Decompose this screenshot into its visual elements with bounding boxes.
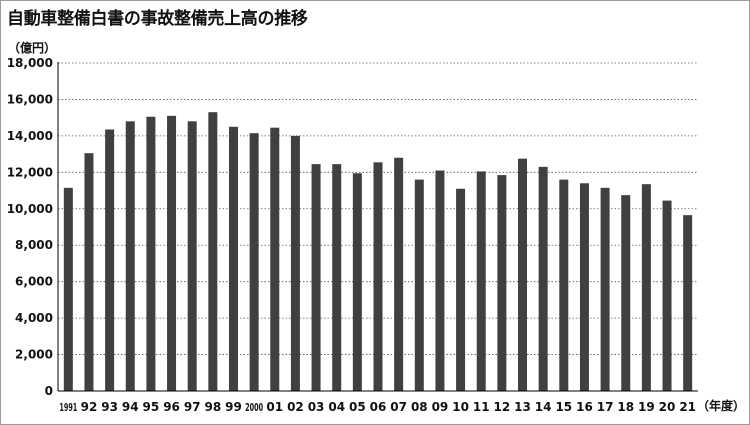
- x-tick-label: 13: [514, 400, 531, 414]
- x-tick-label: 94: [122, 400, 139, 414]
- bar-92: [84, 153, 94, 391]
- x-tick-label: 20: [659, 400, 676, 414]
- bar-99: [228, 126, 238, 392]
- x-tick-label: 18: [617, 400, 634, 414]
- bar-08: [414, 179, 424, 391]
- x-tick-label: 11: [473, 400, 490, 414]
- x-tick-label: 07: [390, 400, 407, 414]
- bar-11: [476, 171, 486, 391]
- bar-06: [373, 162, 383, 391]
- y-tick-label: 4,000: [15, 311, 53, 325]
- x-tick-label: 97: [184, 400, 201, 414]
- bar-15: [559, 179, 569, 391]
- bar-1991: [63, 187, 73, 391]
- bar-98: [208, 112, 218, 391]
- bar-07: [394, 157, 404, 391]
- bars: [63, 112, 693, 392]
- bar-04: [332, 164, 342, 391]
- bar-01: [270, 127, 280, 391]
- bar-20: [662, 200, 672, 391]
- bar-13: [518, 158, 528, 391]
- y-tick-label: 8,000: [15, 238, 53, 252]
- x-tick-label: 12: [494, 400, 511, 414]
- y-tick-label: 18,000: [7, 56, 53, 70]
- bar-14: [538, 166, 548, 391]
- x-tick-label: 93: [101, 400, 118, 414]
- bar-2000: [249, 133, 259, 391]
- bar-16: [579, 183, 589, 391]
- x-tick-label: 2000: [245, 401, 263, 414]
- x-tick-label: 15: [555, 400, 572, 414]
- bar-09: [435, 170, 445, 391]
- x-tick-label: 99: [225, 400, 242, 414]
- y-tick-label: 14,000: [7, 129, 53, 143]
- x-tick-label: 17: [597, 400, 614, 414]
- y-tick-label: 16,000: [7, 92, 53, 106]
- y-axis-unit-label: （億円）: [8, 41, 57, 55]
- bar-12: [497, 175, 507, 391]
- bar-19: [641, 184, 651, 391]
- x-tick-label: 1991: [59, 401, 77, 414]
- x-tick-label: 95: [143, 400, 160, 414]
- bar-17: [600, 187, 610, 391]
- x-axis-unit-label: （年度）: [697, 399, 746, 413]
- x-tick-label: 02: [287, 400, 304, 414]
- bar-93: [105, 129, 115, 391]
- bar-21: [683, 215, 693, 391]
- y-tick-label: 0: [45, 384, 53, 398]
- x-tick-label: 19: [638, 400, 655, 414]
- bar-10: [456, 188, 466, 391]
- x-tick-label: 03: [308, 400, 325, 414]
- x-tick-label: 21: [679, 400, 696, 414]
- chart-title: 自動車整備白書の事故整備売上高の推移: [7, 9, 308, 29]
- x-tick-label: 08: [411, 400, 428, 414]
- x-tick-label: 96: [163, 400, 180, 414]
- axes: [57, 62, 698, 392]
- x-tick-label: 14: [535, 400, 552, 414]
- y-tick-labels: 0 2,000 4,000 6,000 8,000 10,000 12,000 14,000 1…: [7, 56, 53, 398]
- bar-18: [621, 195, 631, 391]
- x-tick-labels: 1991 92 93 94 95 96 97 98 99 2000 01 02 03 04 05 06 07 08…: [59, 400, 696, 414]
- y-tick-label: 10,000: [7, 202, 53, 216]
- x-tick-label: 09: [432, 400, 449, 414]
- x-tick-label: 01: [266, 400, 283, 414]
- bar-97: [187, 121, 197, 392]
- x-tick-label: 06: [370, 400, 387, 414]
- x-tick-label: 16: [576, 400, 593, 414]
- x-tick-label: 04: [328, 400, 345, 414]
- bar-96: [167, 115, 177, 391]
- bar-03: [311, 164, 321, 391]
- x-tick-label: 05: [349, 400, 366, 414]
- bar-95: [146, 116, 156, 391]
- bar-05: [352, 173, 362, 391]
- y-tick-label: 6,000: [15, 275, 53, 289]
- x-tick-label: 10: [452, 400, 469, 414]
- bar-94: [125, 121, 135, 392]
- x-tick-label: 92: [81, 400, 98, 414]
- bar-02: [290, 135, 300, 391]
- x-tick-label: 98: [204, 400, 221, 414]
- y-tick-label: 12,000: [7, 165, 53, 179]
- y-tick-label: 2,000: [15, 348, 53, 362]
